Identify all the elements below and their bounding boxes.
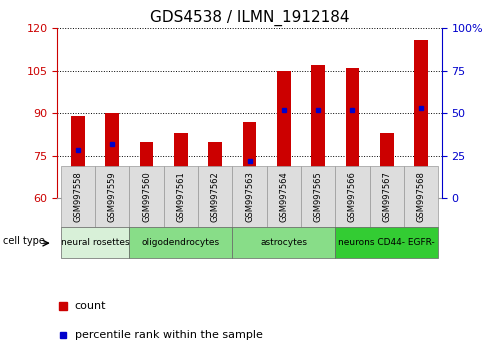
Bar: [140, 142, 154, 198]
Text: GSM997559: GSM997559: [108, 171, 117, 222]
FancyBboxPatch shape: [61, 166, 95, 227]
Text: GSM997568: GSM997568: [417, 171, 426, 222]
Text: GSM997558: GSM997558: [73, 171, 82, 222]
Text: GSM997562: GSM997562: [211, 171, 220, 222]
FancyBboxPatch shape: [233, 166, 266, 227]
Bar: [209, 142, 222, 198]
Text: neural rosettes: neural rosettes: [61, 238, 129, 247]
FancyBboxPatch shape: [335, 166, 370, 227]
Bar: [414, 40, 428, 198]
Bar: [174, 133, 188, 198]
FancyBboxPatch shape: [404, 166, 438, 227]
Bar: [71, 116, 85, 198]
Text: GSM997561: GSM997561: [176, 171, 186, 222]
FancyBboxPatch shape: [301, 166, 335, 227]
FancyBboxPatch shape: [61, 227, 129, 258]
Title: GDS4538 / ILMN_1912184: GDS4538 / ILMN_1912184: [150, 9, 349, 25]
Text: count: count: [75, 301, 106, 311]
Bar: [311, 65, 325, 198]
FancyBboxPatch shape: [370, 166, 404, 227]
Text: GSM997563: GSM997563: [245, 171, 254, 222]
Text: GSM997565: GSM997565: [313, 171, 323, 222]
FancyBboxPatch shape: [129, 166, 164, 227]
FancyBboxPatch shape: [233, 227, 335, 258]
Text: GSM997564: GSM997564: [279, 171, 288, 222]
Bar: [277, 71, 291, 198]
Bar: [105, 113, 119, 198]
Bar: [346, 68, 359, 198]
FancyBboxPatch shape: [95, 166, 129, 227]
Text: oligodendrocytes: oligodendrocytes: [142, 238, 220, 247]
Text: astrocytes: astrocytes: [260, 238, 307, 247]
Text: GSM997567: GSM997567: [382, 171, 391, 222]
Text: percentile rank within the sample: percentile rank within the sample: [75, 330, 262, 339]
Text: GSM997566: GSM997566: [348, 171, 357, 222]
Text: GSM997560: GSM997560: [142, 171, 151, 222]
Text: cell type: cell type: [3, 236, 45, 246]
FancyBboxPatch shape: [266, 166, 301, 227]
FancyBboxPatch shape: [335, 227, 438, 258]
Bar: [380, 133, 394, 198]
FancyBboxPatch shape: [198, 166, 233, 227]
FancyBboxPatch shape: [164, 166, 198, 227]
FancyBboxPatch shape: [129, 227, 233, 258]
Bar: [243, 122, 256, 198]
Text: neurons CD44- EGFR-: neurons CD44- EGFR-: [338, 238, 435, 247]
